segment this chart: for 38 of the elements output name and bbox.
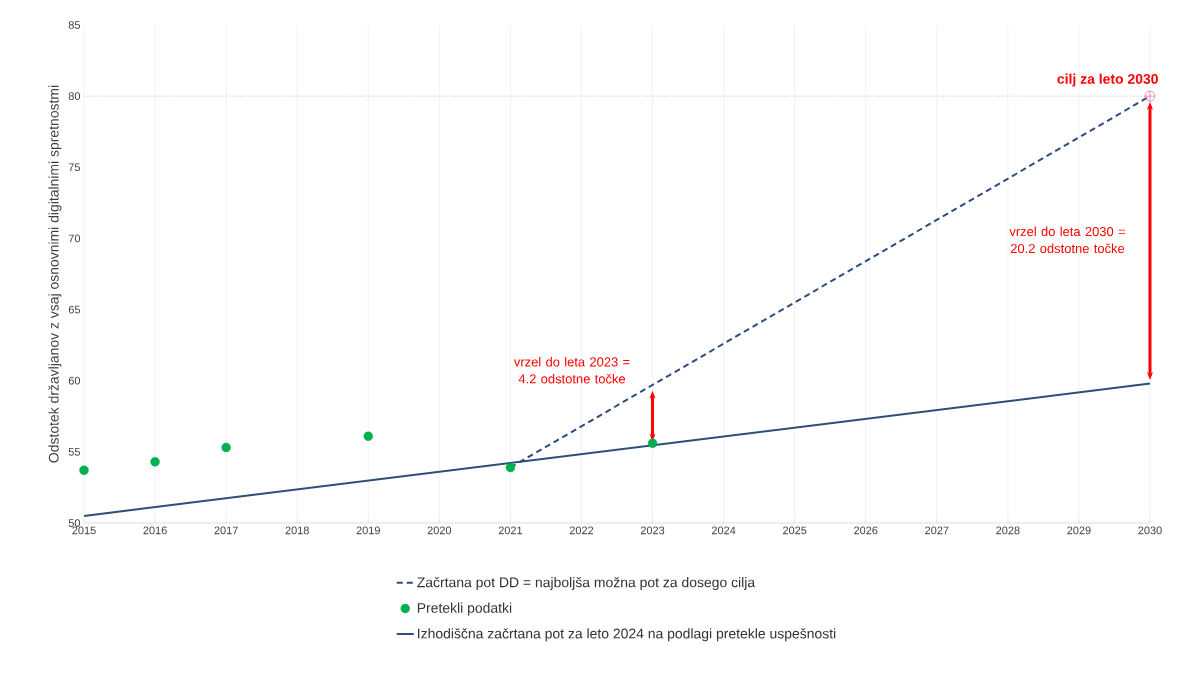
annotation: vrzel do leta 2030 = 20.2 odstotne točke: [1009, 226, 1125, 254]
x-tick-label: 2027: [925, 526, 949, 535]
annotation: cilj za leto 2030: [1057, 73, 1158, 87]
x-tick-label: 2018: [285, 526, 309, 535]
x-tick-label: 2029: [1067, 526, 1091, 535]
y-tick-label: 55: [68, 448, 81, 456]
y-tick-label: 80: [68, 92, 81, 101]
x-tick-label: 2015: [72, 526, 96, 535]
x-tick-label: 2025: [783, 526, 807, 535]
point: [363, 431, 373, 441]
x-tick-label: 2017: [214, 526, 238, 535]
x-tick-label: 2026: [854, 526, 878, 535]
y-tick-label: 85: [68, 21, 81, 29]
x-tick-label: 2024: [711, 526, 736, 535]
y-tick-label: 60: [68, 376, 81, 385]
point: [221, 442, 231, 453]
legend-label: Začrtana pot DD = najboljša možna pot za dosego cilja: [417, 576, 756, 591]
point: [505, 462, 516, 473]
x-tick-label: 2022: [569, 526, 594, 535]
x-tick-label: 2028: [996, 526, 1020, 535]
x-tick-label: 2020: [427, 526, 452, 535]
x-tick-label: 2023: [640, 526, 665, 535]
legend-label: Pretekli podatki: [417, 602, 512, 616]
y-tick-label: 50: [68, 519, 81, 527]
point: [1144, 90, 1156, 102]
legend-label: Izhodiščna začrtana pot za leto 2024 na podlagi pretekle uspešnosti: [418, 628, 836, 642]
x-tick-label: 2021: [498, 526, 523, 535]
y-axis-title: Odstotek državljanov z vsaj osnovnimi digitalnimi spretnostmi: [48, 85, 62, 463]
point: [79, 465, 89, 476]
y-tick-label: 75: [68, 163, 81, 172]
x-tick-label: 2019: [356, 526, 380, 535]
x-tick-label: 2030: [1138, 526, 1162, 535]
point: [647, 438, 658, 449]
annotation: vrzel do leta 2023 = 4.2 odstotne točke: [513, 357, 630, 384]
x-tick-label: 2016: [143, 526, 167, 535]
y-tick-label: 65: [68, 305, 81, 314]
y-tick-label: 70: [68, 234, 81, 243]
point: [150, 457, 160, 467]
